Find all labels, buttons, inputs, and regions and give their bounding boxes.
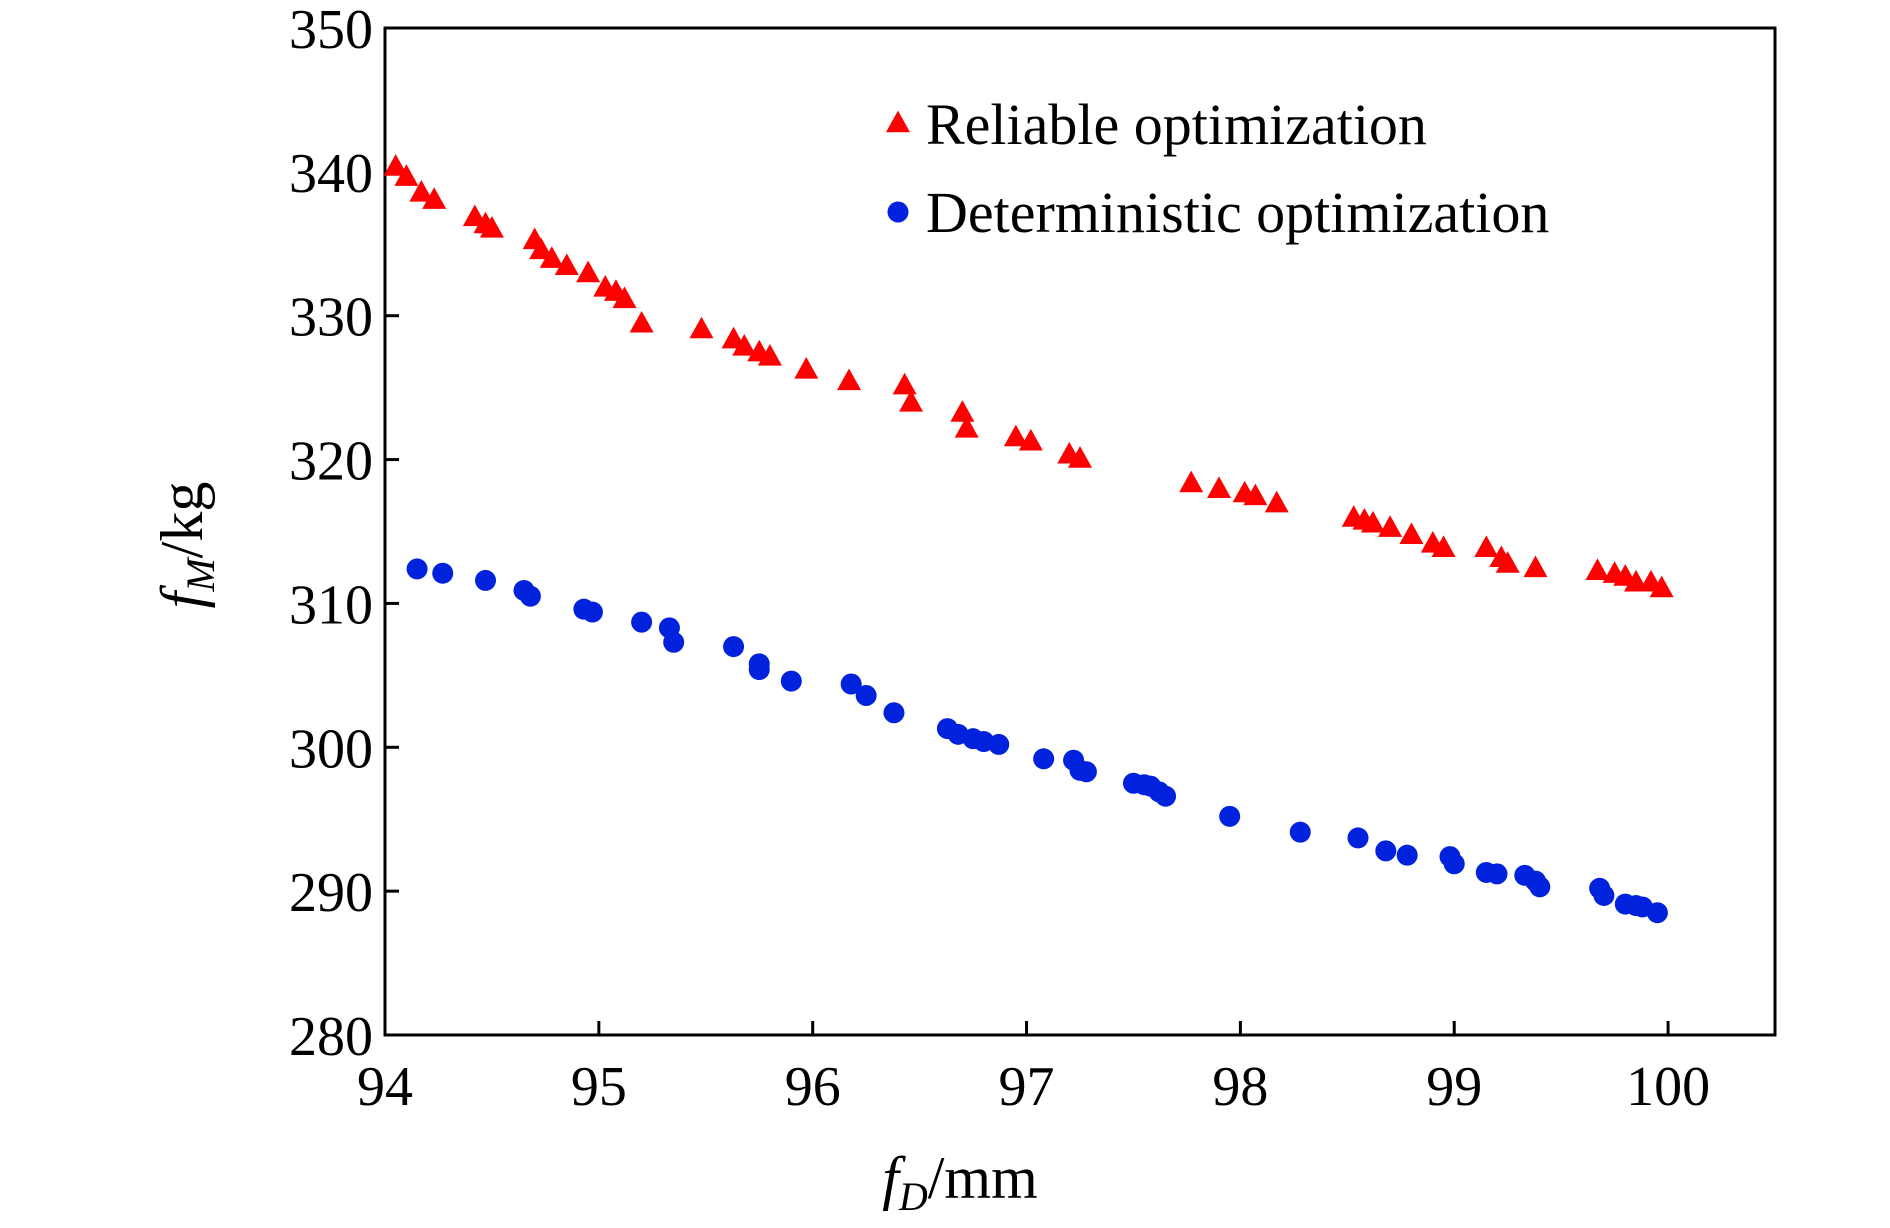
- y-axis-title: fM/kg: [149, 482, 223, 609]
- reliable-point: [554, 253, 579, 276]
- reliable-point: [1360, 510, 1385, 533]
- legend-marker: [887, 201, 909, 223]
- reliable-point: [1207, 476, 1231, 498]
- legend-marker: [886, 110, 910, 133]
- y-tick-label: 330: [289, 287, 373, 349]
- reliable-point: [794, 356, 819, 379]
- reliable-point: [539, 246, 564, 268]
- legend: Reliable optimization Deterministic optim…: [886, 92, 1549, 245]
- x-tick-label: 96: [785, 1056, 841, 1118]
- x-axis-title: fD/mm: [882, 1145, 1038, 1219]
- reliable-point: [1399, 522, 1424, 545]
- reliable-point: [479, 216, 504, 238]
- y-tick-label: 340: [289, 143, 373, 205]
- x-tick-label: 99: [1426, 1056, 1482, 1118]
- x-tick-label: 97: [999, 1056, 1055, 1118]
- deterministic-point: [855, 684, 877, 706]
- reliable-point: [1649, 575, 1674, 598]
- deterministic-point: [1443, 853, 1465, 875]
- reliable-point: [899, 390, 924, 412]
- reliable-point: [1495, 551, 1520, 573]
- deterministic-point: [840, 673, 862, 695]
- reliable-point: [954, 415, 979, 438]
- deterministic-point: [1347, 827, 1369, 849]
- deterministic-point: [988, 733, 1010, 755]
- deterministic-point: [883, 702, 905, 724]
- deterministic-point: [780, 670, 802, 692]
- reliable-point: [1474, 535, 1499, 557]
- deterministic-point: [1033, 748, 1055, 770]
- deterministic-point: [1486, 863, 1508, 885]
- y-tick-label: 350: [289, 0, 373, 61]
- deterministic-point: [1396, 844, 1418, 866]
- deterministic-point: [1529, 876, 1551, 898]
- reliable-point: [1068, 446, 1092, 468]
- plot-frame: [383, 26, 1777, 1037]
- x-tick-label: 95: [571, 1056, 627, 1118]
- reliable-point: [1003, 424, 1028, 447]
- y-tick-label: 280: [289, 1006, 373, 1068]
- deterministic-point: [723, 636, 745, 658]
- deterministic-point: [1075, 761, 1097, 783]
- legend-label: Deterministic optimization: [926, 180, 1549, 245]
- reliable-point: [394, 164, 419, 186]
- x-tick-label: 100: [1626, 1056, 1710, 1118]
- deterministic-point: [1289, 821, 1311, 843]
- deterministic-point: [581, 601, 603, 623]
- reliable-point: [1264, 490, 1289, 513]
- reliable-point: [576, 260, 601, 283]
- plot-border: [383, 26, 1777, 1037]
- reliable-point: [950, 400, 975, 422]
- deterministic-point: [519, 585, 541, 607]
- reliable-point: [892, 372, 917, 395]
- deterministic-point: [748, 659, 770, 681]
- reliable-point: [757, 344, 782, 366]
- y-axis: 280 290 300 310 320 330 340 350: [289, 0, 399, 1068]
- y-tick-label: 290: [289, 862, 373, 924]
- reliable-point: [529, 237, 554, 260]
- deterministic-point: [475, 569, 497, 591]
- reliable-point: [422, 187, 447, 209]
- reliable-point: [1523, 555, 1548, 578]
- deterministic-point: [1155, 785, 1177, 807]
- reliable-point: [689, 316, 714, 339]
- deterministic-point: [663, 631, 685, 653]
- y-tick-label: 320: [289, 431, 373, 493]
- legend-label: Reliable optimization: [926, 92, 1427, 157]
- reliable-point: [1585, 558, 1610, 580]
- deterministic-point: [631, 611, 653, 633]
- deterministic-point: [1219, 805, 1241, 827]
- y-tick-label: 310: [289, 574, 373, 636]
- deterministic-point: [1375, 840, 1397, 862]
- x-axis: 94 95 96 97 98 99 100: [357, 1021, 1710, 1118]
- x-tick-label: 94: [357, 1056, 413, 1118]
- data-points: [383, 154, 1674, 924]
- series-1: [383, 154, 1674, 598]
- series-2: [406, 558, 1668, 924]
- reliable-point: [383, 154, 408, 176]
- deterministic-point: [406, 558, 428, 580]
- reliable-point: [837, 368, 862, 391]
- reliable-point: [1018, 428, 1043, 451]
- reliable-point: [732, 333, 757, 356]
- y-tick-label: 300: [289, 718, 373, 780]
- legend-item: Deterministic optimization: [887, 180, 1549, 245]
- reliable-point: [409, 180, 434, 202]
- deterministic-point: [432, 562, 454, 584]
- reliable-point: [1431, 535, 1456, 557]
- reliable-point: [612, 286, 637, 309]
- x-tick-label: 98: [1212, 1056, 1268, 1118]
- legend-item: Reliable optimization: [886, 92, 1427, 157]
- deterministic-point: [1646, 902, 1668, 924]
- reliable-point: [1243, 483, 1268, 506]
- reliable-point: [629, 310, 654, 333]
- deterministic-point: [1593, 884, 1615, 906]
- reliable-point: [1378, 515, 1403, 537]
- reliable-point: [1179, 470, 1204, 493]
